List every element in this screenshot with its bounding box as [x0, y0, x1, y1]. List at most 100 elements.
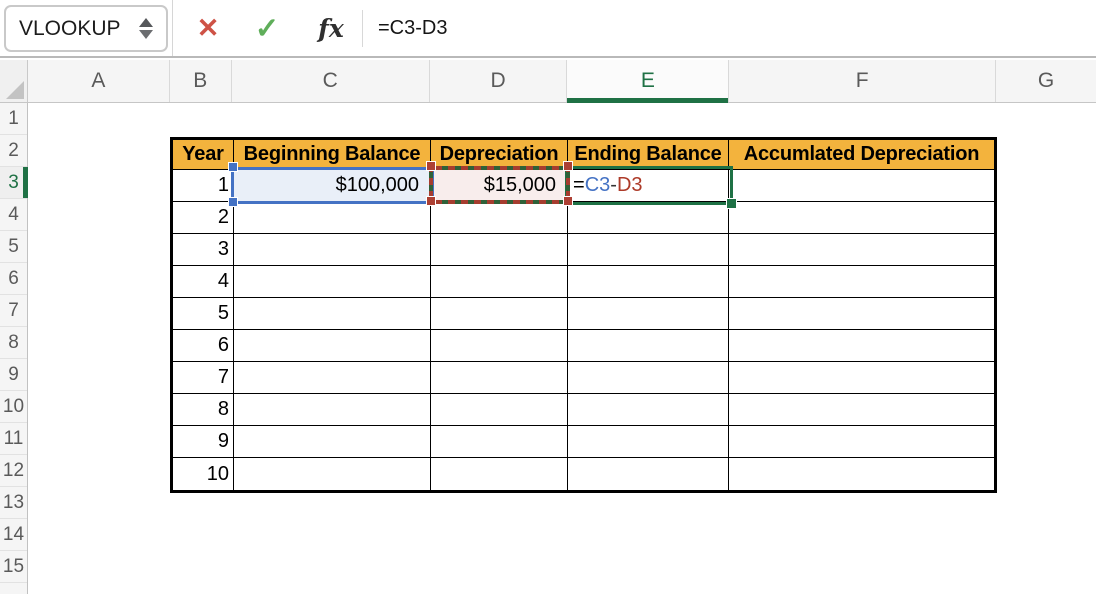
row-header-4[interactable]: 4 [0, 199, 27, 231]
empty-cell[interactable] [568, 458, 729, 490]
empty-cell[interactable] [234, 202, 431, 234]
empty-cell[interactable] [568, 202, 729, 234]
depreciation-table: Year Beginning Balance Depreciation Endi… [170, 137, 997, 493]
row-header-6[interactable]: 6 [0, 263, 27, 295]
row-header-2[interactable]: 2 [0, 135, 27, 167]
column-header-d[interactable]: D [430, 60, 568, 102]
empty-cell[interactable] [234, 298, 431, 330]
column-header-g[interactable]: G [1037, 69, 1055, 92]
header-depreciation[interactable]: Depreciation [431, 140, 568, 170]
year-cell[interactable]: 10 [173, 458, 234, 490]
empty-cell[interactable] [568, 362, 729, 394]
empty-cell[interactable] [729, 170, 994, 202]
table-row: 6 [173, 330, 994, 362]
row-header-3-selected[interactable]: 3 [0, 167, 28, 199]
row-header-1[interactable]: 1 [0, 103, 27, 135]
empty-cell[interactable] [729, 330, 994, 362]
empty-cell[interactable] [234, 266, 431, 298]
empty-cell[interactable] [568, 298, 729, 330]
column-header-b[interactable]: B [170, 60, 232, 102]
stepper-up-icon[interactable] [139, 18, 153, 27]
empty-cell[interactable] [568, 426, 729, 458]
year-cell[interactable]: 1 [173, 170, 234, 202]
empty-cell[interactable] [729, 362, 994, 394]
empty-cell[interactable] [729, 394, 994, 426]
empty-cell[interactable] [234, 362, 431, 394]
selected-row-indicator [23, 167, 28, 198]
empty-cell[interactable] [234, 426, 431, 458]
empty-cell[interactable] [568, 394, 729, 426]
empty-cell[interactable] [729, 426, 994, 458]
confirm-icon[interactable]: ✓ [254, 12, 280, 45]
empty-cell[interactable] [234, 458, 431, 490]
empty-cell[interactable] [568, 266, 729, 298]
stepper-down-icon[interactable] [139, 30, 153, 39]
row-header-7[interactable]: 7 [0, 295, 27, 327]
empty-cell[interactable] [729, 298, 994, 330]
empty-cell[interactable] [431, 234, 568, 266]
selected-column-indicator [567, 98, 729, 103]
column-header-a[interactable]: A [28, 60, 170, 102]
column-header-c[interactable]: C [232, 60, 430, 102]
empty-cell[interactable] [729, 202, 994, 234]
table-row: 3 [173, 234, 994, 266]
table-row: 10 [173, 458, 994, 490]
year-cell[interactable]: 2 [173, 202, 234, 234]
header-ending-balance[interactable]: Ending Balance [568, 140, 729, 170]
row-header-11[interactable]: 11 [0, 423, 27, 455]
column-header-f[interactable]: F [729, 60, 997, 102]
header-year[interactable]: Year [173, 140, 234, 170]
row-header-13[interactable]: 13 [0, 487, 27, 519]
row-header-9[interactable]: 9 [0, 359, 27, 391]
empty-cell[interactable] [729, 234, 994, 266]
formula-ref2: D3 [616, 174, 643, 196]
empty-cell[interactable] [729, 266, 994, 298]
empty-cell[interactable] [431, 458, 568, 490]
divider [362, 10, 363, 47]
formula-input[interactable]: =C3-D3 [378, 16, 448, 39]
empty-cell[interactable] [568, 330, 729, 362]
year-cell[interactable]: 3 [173, 234, 234, 266]
formula-ref1: C3 [584, 174, 611, 196]
empty-cell[interactable] [234, 234, 431, 266]
empty-cell[interactable] [234, 394, 431, 426]
empty-cell[interactable] [568, 234, 729, 266]
row-header-10[interactable]: 10 [0, 391, 27, 423]
name-box-stepper[interactable] [132, 18, 160, 39]
year-cell[interactable]: 6 [173, 330, 234, 362]
empty-cell[interactable] [729, 458, 994, 490]
year-cell[interactable]: 5 [173, 298, 234, 330]
empty-cell[interactable] [431, 362, 568, 394]
row-header-12[interactable]: 12 [0, 455, 27, 487]
active-formula-cell[interactable]: = C3- D3 [568, 170, 729, 202]
empty-cell[interactable] [431, 330, 568, 362]
empty-cell[interactable] [234, 330, 431, 362]
empty-cell[interactable] [431, 266, 568, 298]
empty-cell[interactable] [431, 298, 568, 330]
row-header-5[interactable]: 5 [0, 231, 27, 263]
empty-cell[interactable] [431, 394, 568, 426]
formula-equals: = [573, 174, 585, 196]
header-accumlated-depreciation[interactable]: Accumlated Depreciation [729, 140, 994, 170]
year-cell[interactable]: 7 [173, 362, 234, 394]
column-header-e-selected[interactable]: E [567, 60, 730, 103]
year-cell[interactable]: 8 [173, 394, 234, 426]
insert-function-icon[interactable]: fx [318, 13, 344, 43]
select-all-corner[interactable] [0, 60, 28, 102]
beginning-balance-cell[interactable]: $100,000 [234, 170, 431, 202]
table-row: 4 [173, 266, 994, 298]
name-box[interactable]: VLOOKUP [4, 5, 168, 52]
row-header-15[interactable]: 15 [0, 551, 27, 583]
row-header-partial [0, 583, 27, 594]
empty-cell[interactable] [431, 426, 568, 458]
year-cell[interactable]: 9 [173, 426, 234, 458]
cancel-icon[interactable]: ✕ [196, 12, 220, 43]
row-header-8[interactable]: 8 [0, 327, 27, 359]
depreciation-cell[interactable]: $15,000 [431, 170, 568, 202]
header-beginning-balance[interactable]: Beginning Balance [234, 140, 431, 170]
empty-cell[interactable] [431, 202, 568, 234]
year-cell[interactable]: 4 [173, 266, 234, 298]
table-row: 1 $100,000 $15,000 = C3- D3 [173, 170, 994, 202]
row-header-14[interactable]: 14 [0, 519, 27, 551]
